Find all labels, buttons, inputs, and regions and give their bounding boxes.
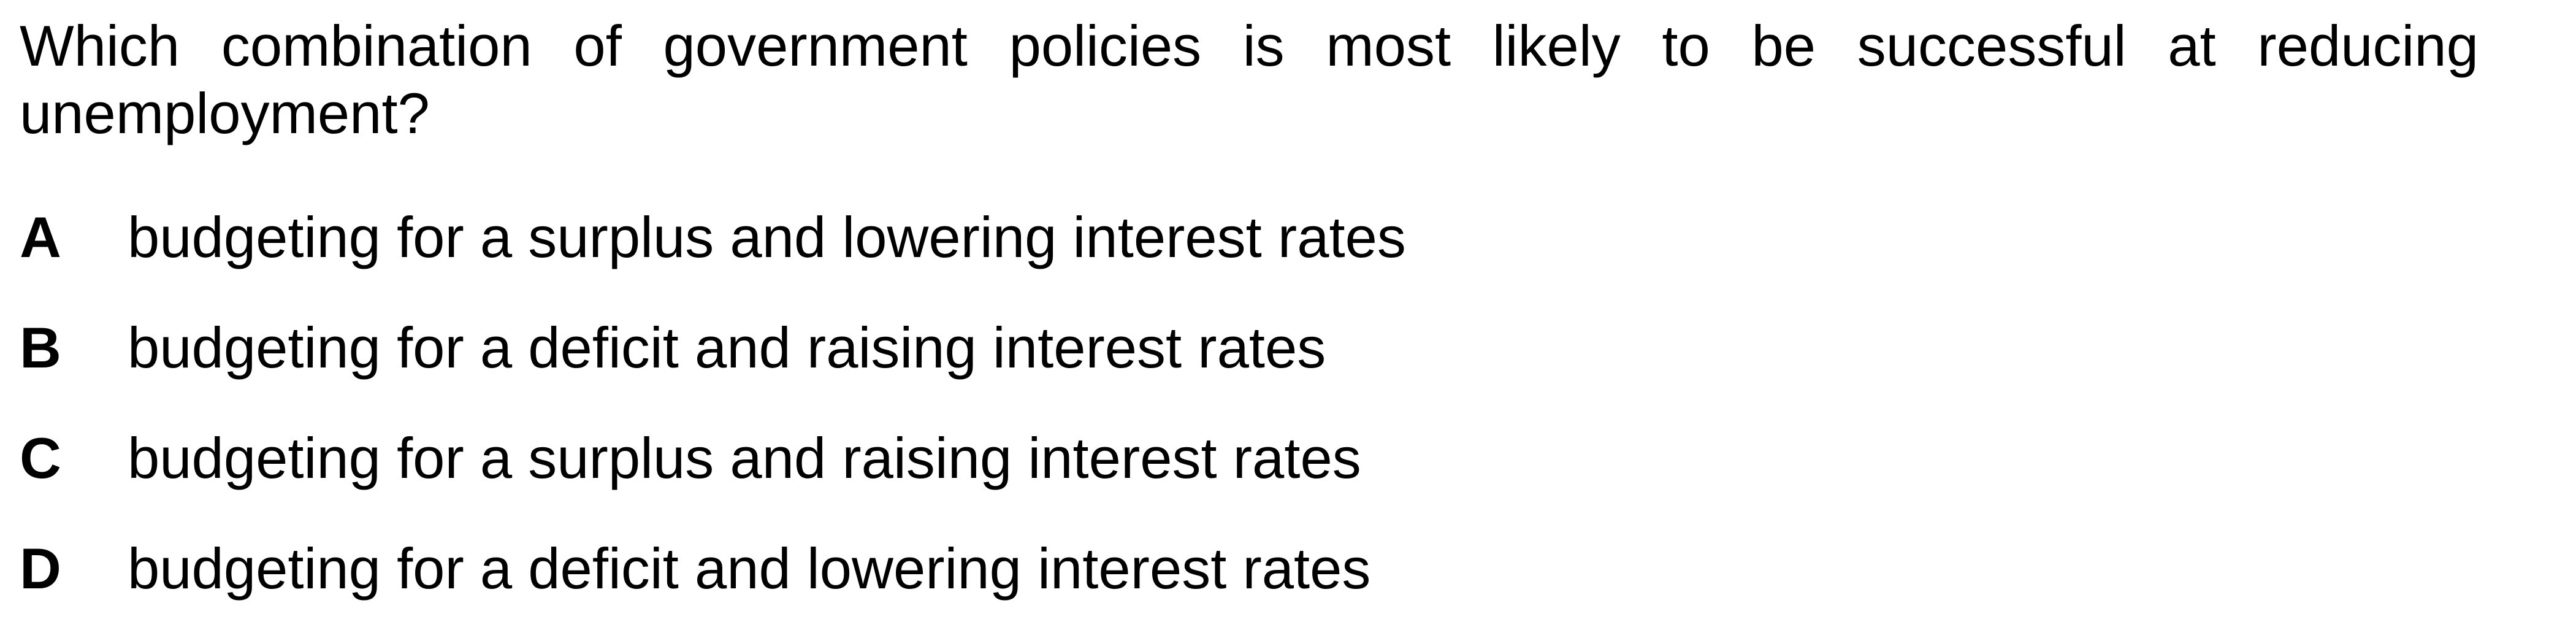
option-text: budgeting for a deficit and lowering int…: [128, 536, 1371, 601]
option-letter: A: [20, 205, 61, 269]
option-letter: B: [20, 315, 61, 380]
option-letter: D: [20, 536, 61, 601]
option-letter: C: [20, 426, 61, 490]
option-text: budgeting for a deficit and raising inte…: [128, 315, 1326, 380]
option-text: budgeting for a surplus and raising inte…: [128, 426, 1361, 490]
option-text: budgeting for a surplus and lowering int…: [128, 205, 1406, 269]
question-text: Which combination of government policies…: [20, 13, 2479, 145]
